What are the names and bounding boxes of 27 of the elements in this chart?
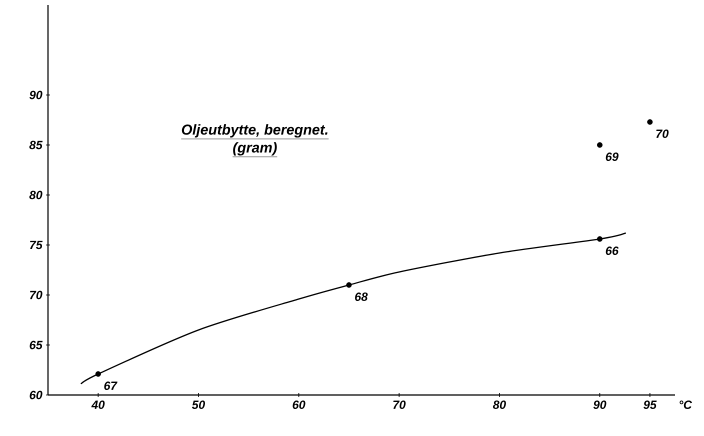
y-tick-label: 85 [29,140,43,150]
x-tick-label: 80 [492,400,506,409]
point [647,119,653,125]
x-tick-label: 40 [91,400,105,409]
text: (gram) [233,142,277,156]
text: Oljeutbytte, beregnet. [182,124,328,138]
annotation: 69 [606,152,619,161]
x-tick-label: 90 [593,400,606,409]
x-tick-label: 50 [192,400,206,409]
annotation: 66 [606,246,619,255]
point [95,371,101,377]
y-tick-label: 80 [29,190,42,200]
x-axis-title: °C [680,400,692,409]
x-tick-label: 95 [644,400,657,409]
annotation: 67 [104,382,118,390]
annotation: 70 [656,130,669,138]
y-tick-label: 60 [30,390,42,400]
x-tick-label: 70 [393,400,406,409]
annotation: 68 [355,292,368,301]
point [596,142,603,148]
point [346,282,352,288]
y-tick-label: 90 [29,90,42,100]
x-tick-label: 60 [292,400,306,409]
y-tick-label: 70 [30,290,42,300]
point [596,236,603,242]
y-tick-label: 65 [30,340,43,350]
y-tick-label: 75 [30,240,43,250]
